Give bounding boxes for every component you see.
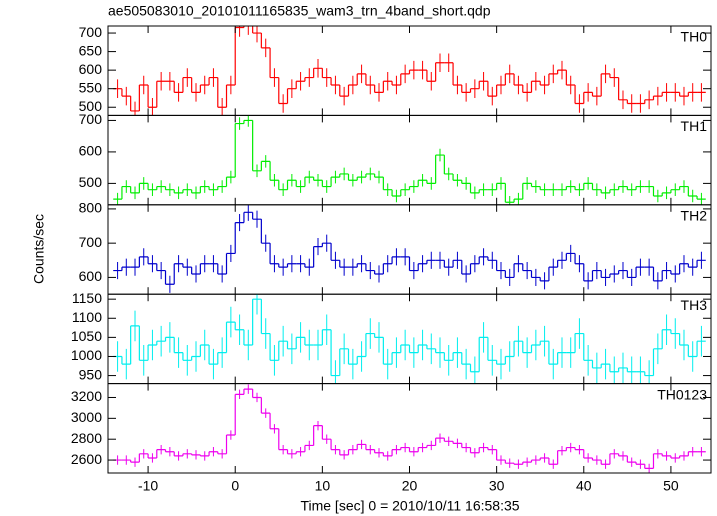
y-tick-label: 3200 [71,388,102,404]
panel-frame [107,114,712,206]
y-tick-label: 550 [79,79,103,95]
y-tick-label: 650 [79,42,103,58]
x-tick-label: 20 [402,478,418,494]
x-tick-label: 0 [231,478,239,494]
y-tick-label: 800 [79,200,103,216]
panel-label: TH0123 [657,386,707,402]
y-tick-label: 1000 [71,347,102,363]
panel-marks [113,294,706,384]
y-tick-label: 600 [79,143,103,159]
panel-frame [107,383,712,474]
y-tick-label: 950 [79,366,103,382]
y-tick-label: 600 [79,61,103,77]
x-tick-label: 40 [576,478,592,494]
x-tick-label: 50 [663,478,679,494]
x-axis-label: Time [sec] 0 = 2010/10/11 16:58:35 [300,498,519,514]
panel-label: TH2 [681,208,708,224]
y-tick-label: 3000 [71,409,102,425]
x-tick-label: 10 [315,478,331,494]
chart-title: ae505083010_20101011165835_wam3_trn_4ban… [108,3,491,19]
panel-label: TH0 [681,29,708,45]
panel-label: TH3 [681,297,708,313]
y-tick-label: 1100 [72,309,102,325]
panel-marks [113,384,706,474]
panel-label: TH1 [681,118,708,134]
y-tick-label: 500 [79,174,103,190]
panel-marks [113,26,706,116]
y-axis-label: Counts/sec [31,214,47,284]
y-tick-label: 600 [79,268,103,284]
y-tick-label: 500 [79,98,103,114]
panel-marks [113,204,706,293]
x-tick-label: 30 [489,478,505,494]
y-tick-label: 2800 [71,430,102,446]
y-tick-label: 1050 [71,328,102,344]
panel-frame [107,204,712,295]
y-tick-label: 1150 [72,290,102,306]
y-tick-label: 2600 [71,451,102,467]
y-tick-label: 700 [79,111,103,127]
panel-marks [113,115,706,205]
y-tick-label: 700 [79,24,103,40]
x-tick-label: -10 [138,478,158,494]
y-tick-label: 700 [79,234,103,250]
panel-frame [107,293,712,385]
